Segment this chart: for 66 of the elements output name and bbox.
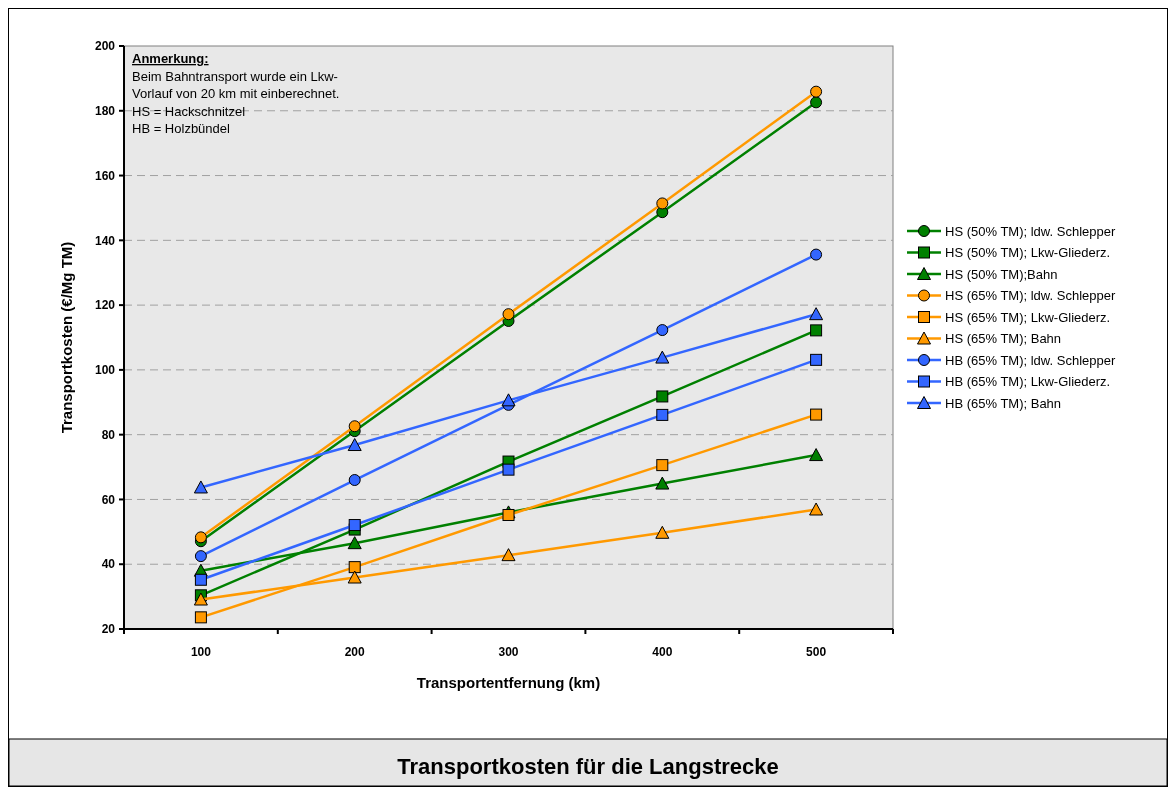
y-tick-label: 140 (94, 233, 116, 248)
point (656, 197, 669, 210)
y-tick-label: 100 (94, 363, 116, 378)
point (655, 476, 670, 490)
y-tick-label: 60 (101, 492, 116, 507)
legend-label: HS (50% TM); ldw. Schlepper (945, 223, 1116, 239)
y-tick-label: 120 (94, 298, 116, 313)
point (348, 474, 361, 487)
point (502, 308, 515, 321)
point (656, 390, 669, 403)
text: Transportkosten für die Langstrecke (397, 754, 779, 779)
legend-label: HS (50% TM); Lkw-Gliederz. (945, 245, 1111, 261)
y-tick-label: 180 (94, 103, 116, 118)
point (193, 480, 208, 494)
point (348, 561, 361, 574)
point (501, 548, 516, 562)
point (656, 408, 669, 421)
legend-label: HB (65% TM); Bahn (945, 395, 1062, 411)
point (501, 393, 516, 407)
point (348, 519, 361, 532)
x-tick-label: 200 (344, 645, 366, 659)
point (810, 85, 823, 98)
point (656, 324, 669, 337)
point (809, 448, 824, 462)
y-tick-label: 20 (101, 622, 116, 637)
x-tick-label: 400 (652, 645, 673, 659)
annotation: Beim Bahntransport wurde ein Lkw- (132, 68, 338, 84)
point (810, 353, 823, 366)
point (810, 248, 823, 261)
legend-label: HS (65% TM); Lkw-Gliederz. (945, 309, 1111, 325)
point (655, 525, 670, 539)
point (656, 459, 669, 472)
point (810, 96, 823, 109)
point (194, 611, 207, 624)
x-tick-label: 300 (498, 645, 519, 659)
point (194, 573, 207, 586)
annotation: HB = Holzbündel (132, 121, 231, 136)
annotation: Anmerkung: (132, 51, 209, 66)
point (194, 550, 207, 563)
annotation: Vorlauf von 20 km mit einberechnet. (132, 86, 340, 101)
point (809, 502, 824, 516)
legend-label: HB (65% TM); ldw. Schlepper (945, 352, 1116, 368)
y-tick-label: 160 (94, 168, 116, 183)
point (348, 420, 361, 433)
y-axis-title: Transportkosten (€/Mg TM) (58, 241, 75, 434)
point (809, 307, 824, 321)
point (193, 592, 208, 606)
x-axis-title: Transportentfernung (km) (416, 674, 601, 691)
y-tick-label: 200 (94, 39, 116, 54)
x-tick-label: 100 (190, 645, 212, 659)
point (810, 408, 823, 421)
legend-label: HS (65% TM); ldw. Schlepper (945, 288, 1116, 304)
point (194, 531, 207, 544)
point (502, 463, 515, 476)
y-tick-label: 40 (101, 557, 116, 572)
point (810, 324, 823, 337)
y-tick-label: 80 (101, 427, 116, 442)
legend-label: HB (65% TM); Lkw-Gliederz. (945, 374, 1111, 390)
point (347, 438, 362, 452)
legend-label: HS (65% TM); Bahn (945, 331, 1062, 347)
point (655, 350, 670, 364)
point (347, 536, 362, 550)
annotation: HS = Hackschnitzel (132, 103, 246, 119)
point (347, 570, 362, 584)
x-tick-label: 500 (806, 645, 827, 659)
legend-label: HS (50% TM);Bahn (945, 266, 1058, 282)
